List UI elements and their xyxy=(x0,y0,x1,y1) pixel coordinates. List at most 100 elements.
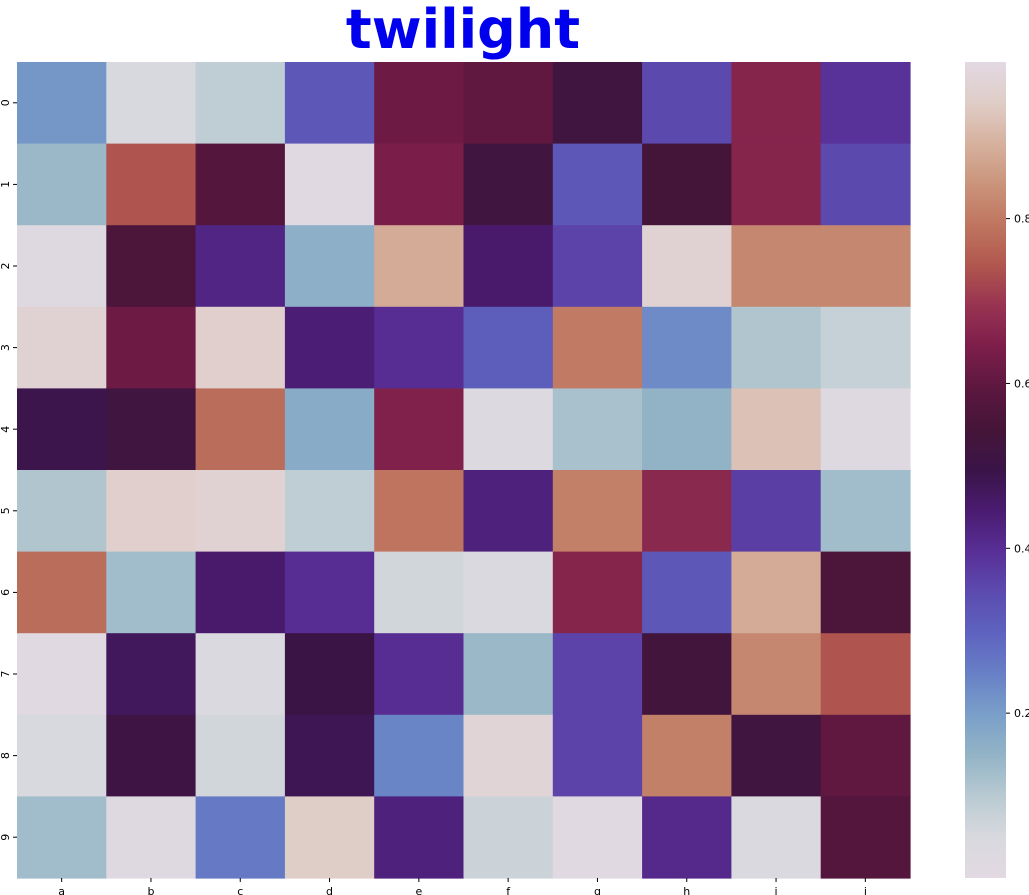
heatmap-cell xyxy=(552,633,643,716)
heatmap-cell xyxy=(463,225,554,308)
colorbar xyxy=(965,62,1006,878)
heatmap-cell xyxy=(552,470,643,553)
heatmap-cell xyxy=(106,796,197,879)
heatmap-cell xyxy=(284,143,375,226)
heatmap-cell xyxy=(820,633,911,716)
heatmap-cell xyxy=(642,143,732,226)
heatmap-cell xyxy=(374,388,465,471)
heatmap-cell xyxy=(642,306,732,389)
colorbar-tick-label: 0.4 xyxy=(1014,542,1029,555)
heatmap-cell xyxy=(552,714,643,797)
heatmap-cell xyxy=(374,633,465,716)
y-tick-label: 4 xyxy=(0,426,12,433)
colorbar-tick-label: 0.2 xyxy=(1014,707,1029,720)
heatmap-cell xyxy=(463,714,554,797)
x-tick-label: a xyxy=(58,885,65,895)
heatmap-cell xyxy=(195,225,286,308)
heatmap-cell xyxy=(463,306,554,389)
heatmap-cell xyxy=(642,388,732,471)
heatmap-cell xyxy=(731,633,822,716)
heatmap-cell xyxy=(195,633,286,716)
heatmap-cell xyxy=(284,714,375,797)
heatmap-cell xyxy=(820,714,911,797)
heatmap-cell xyxy=(284,796,375,879)
heatmap-cell xyxy=(642,714,732,797)
x-axis-ticks: a b c d e f g h i j xyxy=(58,878,867,895)
colorbar-tick-label: 0.8 xyxy=(1014,213,1029,226)
x-tick-label: f xyxy=(506,885,511,895)
heatmap-cell xyxy=(642,633,732,716)
heatmap-cell xyxy=(284,388,375,471)
chart-title: twilight xyxy=(346,0,580,61)
heatmap-cell xyxy=(284,62,375,145)
heatmap-cell xyxy=(552,551,643,634)
x-tick-label: i xyxy=(775,885,778,895)
colorbar-ticks: 0.2 0.4 0.6 0.8 xyxy=(1006,213,1029,720)
heatmap-cell xyxy=(642,62,732,145)
heatmap-cell xyxy=(284,470,375,553)
heatmap-cell xyxy=(17,143,107,226)
heatmap-cell xyxy=(463,796,554,879)
y-tick-label: 3 xyxy=(0,344,12,351)
y-axis-ticks: 0 1 2 3 4 5 6 7 8 9 xyxy=(0,99,17,841)
heatmap-cell xyxy=(731,62,822,145)
heatmap-cell xyxy=(731,796,822,879)
heatmap-cell xyxy=(820,225,911,308)
heatmap-cell xyxy=(17,796,107,879)
y-tick-label: 9 xyxy=(0,834,12,841)
heatmap-cell xyxy=(195,796,286,879)
heatmap-cell xyxy=(552,143,643,226)
heatmap-cell xyxy=(17,388,107,471)
heatmap-cell xyxy=(820,306,911,389)
heatmap-cell xyxy=(374,714,465,797)
heatmap-cell xyxy=(195,714,286,797)
x-tick-label: b xyxy=(147,885,154,895)
x-tick-label: h xyxy=(683,885,690,895)
heatmap-cell xyxy=(820,62,911,145)
heatmap-cell xyxy=(17,306,107,389)
heatmap-cell xyxy=(820,470,911,553)
heatmap-cell xyxy=(284,306,375,389)
heatmap-cell xyxy=(820,551,911,634)
heatmap-cell xyxy=(731,470,822,553)
x-tick-label: e xyxy=(415,885,422,895)
heatmap-cell xyxy=(195,143,286,226)
heatmap-cell xyxy=(820,388,911,471)
heatmap-cell xyxy=(17,62,107,145)
heatmap-cell xyxy=(106,225,197,308)
heatmap-cell xyxy=(17,551,107,634)
heatmap-cell xyxy=(463,470,554,553)
heatmap-cell xyxy=(195,306,286,389)
x-tick-label: c xyxy=(237,885,243,895)
heatmap-cell xyxy=(374,62,465,145)
heatmap-cell xyxy=(552,225,643,308)
heatmap-cell xyxy=(195,551,286,634)
heatmap-cell xyxy=(463,62,554,145)
heatmap-cell xyxy=(463,388,554,471)
heatmap-cell xyxy=(106,306,197,389)
heatmap-cells xyxy=(17,62,911,879)
heatmap-cell xyxy=(195,470,286,553)
heatmap-cell xyxy=(106,551,197,634)
heatmap-cell xyxy=(642,225,732,308)
heatmap-cell xyxy=(552,306,643,389)
heatmap-cell xyxy=(284,551,375,634)
heatmap-cell xyxy=(552,796,643,879)
heatmap-cell xyxy=(195,62,286,145)
heatmap-cell xyxy=(552,388,643,471)
y-tick-label: 6 xyxy=(0,589,12,596)
heatmap-cell xyxy=(731,225,822,308)
heatmap-cell xyxy=(374,225,465,308)
heatmap-cell xyxy=(820,796,911,879)
x-tick-label: g xyxy=(594,885,601,895)
heatmap-cell xyxy=(374,143,465,226)
heatmap-cell xyxy=(17,633,107,716)
heatmap-cell xyxy=(642,470,732,553)
heatmap-cell xyxy=(106,714,197,797)
heatmap-cell xyxy=(106,62,197,145)
heatmap-cell xyxy=(820,143,911,226)
y-tick-label: 1 xyxy=(0,181,12,188)
heatmap-cell xyxy=(284,633,375,716)
colorbar-tick-label: 0.6 xyxy=(1014,377,1029,390)
